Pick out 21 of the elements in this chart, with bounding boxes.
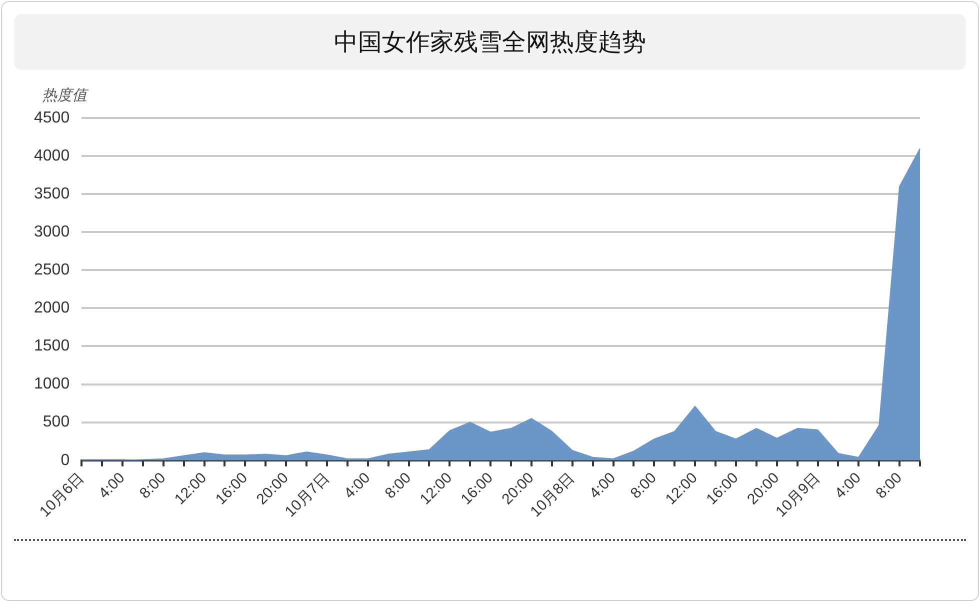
x-tick-label: 8:00 (382, 469, 415, 502)
x-tick-label: 8:00 (872, 469, 906, 502)
y-tick-label: 4000 (34, 147, 70, 164)
x-tick-label: 4:00 (340, 469, 374, 502)
y-tick-label: 1000 (34, 376, 70, 393)
y-tick-label: 500 (42, 414, 70, 431)
y-axis-title: 热度值 (42, 86, 89, 104)
chart-title: 中国女作家残雪全网热度趋势 (14, 14, 966, 70)
y-tick-label: 4500 (34, 109, 70, 126)
x-tick-label: 10月6日 (36, 469, 88, 520)
y-tick-label: 0 (60, 452, 70, 469)
x-tick-label: 8:00 (136, 469, 170, 502)
x-tick-label: 8:00 (627, 469, 660, 502)
y-tick-label: 2500 (34, 262, 70, 279)
x-tick-label: 4:00 (586, 469, 620, 502)
x-tick-label: 4:00 (832, 469, 864, 502)
y-tick-label: 1500 (34, 338, 70, 355)
x-tick-label: 4:00 (96, 469, 128, 502)
y-tick-label: 3000 (34, 224, 70, 241)
y-tick-label: 2000 (34, 300, 70, 317)
y-tick-label: 3500 (34, 185, 70, 202)
